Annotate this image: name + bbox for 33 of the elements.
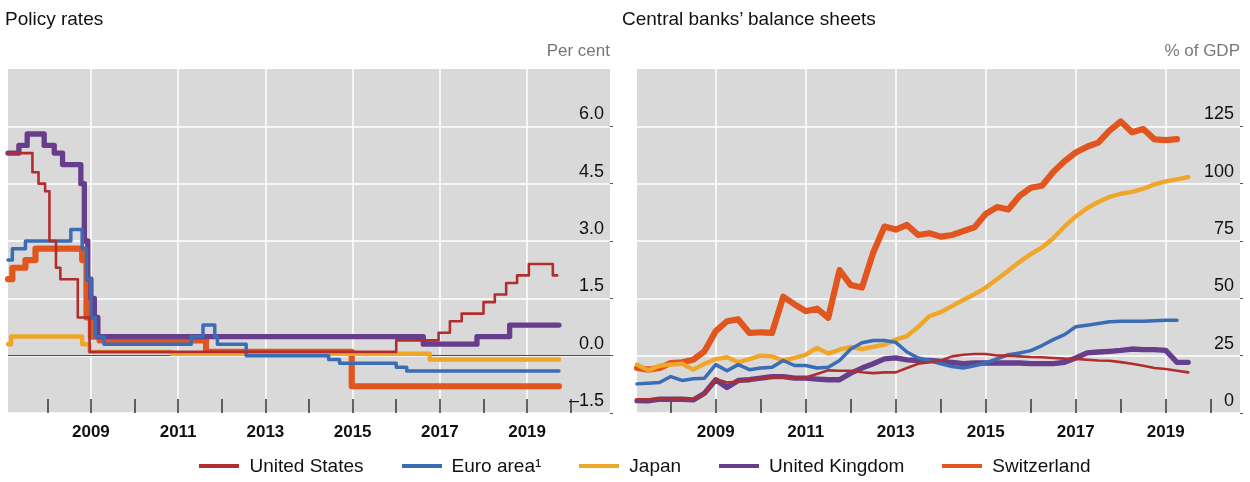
x-tick-label: 2009: [696, 422, 735, 441]
x-tick-label: 2019: [1146, 422, 1185, 441]
y-tick-label: 50: [1213, 275, 1234, 296]
y-axis-title: % of GDP: [1164, 41, 1240, 60]
legend-label: Switzerland: [992, 455, 1091, 477]
y-tick-label: 100: [1203, 160, 1234, 181]
x-tick-label: 2013: [876, 422, 915, 441]
x-tick-label: 2011: [159, 422, 197, 441]
legend-label: Japan: [629, 455, 682, 477]
y-tick-label: 4.5: [578, 160, 604, 181]
x-tick-label: 2017: [420, 422, 459, 441]
chart-title: Policy rates: [5, 8, 104, 29]
x-tick-label: 2013: [246, 422, 285, 441]
x-tick-label: 2011: [787, 422, 825, 441]
y-tick-label: –1.5: [568, 390, 604, 410]
y-axis-title: Per cent: [546, 41, 611, 60]
y-tick-label: 25: [1213, 332, 1234, 353]
x-tick-label: 2015: [333, 422, 372, 441]
y-tick-label: 3.0: [578, 218, 604, 238]
x-tick-label: 2015: [966, 422, 1005, 441]
y-tick-label: 0.0: [578, 332, 604, 353]
legend-label: United States: [249, 455, 364, 477]
x-tick-label: 2017: [1056, 422, 1095, 441]
y-tick-label: 6.0: [578, 103, 604, 124]
x-tick-label: 2019: [508, 422, 547, 441]
legend-label: United Kingdom: [769, 455, 905, 477]
chart-title: Central banks’ balance sheets: [622, 8, 876, 29]
legend-label: Euro area¹: [451, 455, 542, 477]
y-tick-label: 75: [1213, 218, 1234, 238]
y-tick-label: 125: [1203, 103, 1234, 124]
y-tick-label: 0: [1223, 390, 1234, 410]
x-tick-label: 2009: [71, 422, 110, 441]
y-tick-label: 1.5: [578, 275, 604, 296]
